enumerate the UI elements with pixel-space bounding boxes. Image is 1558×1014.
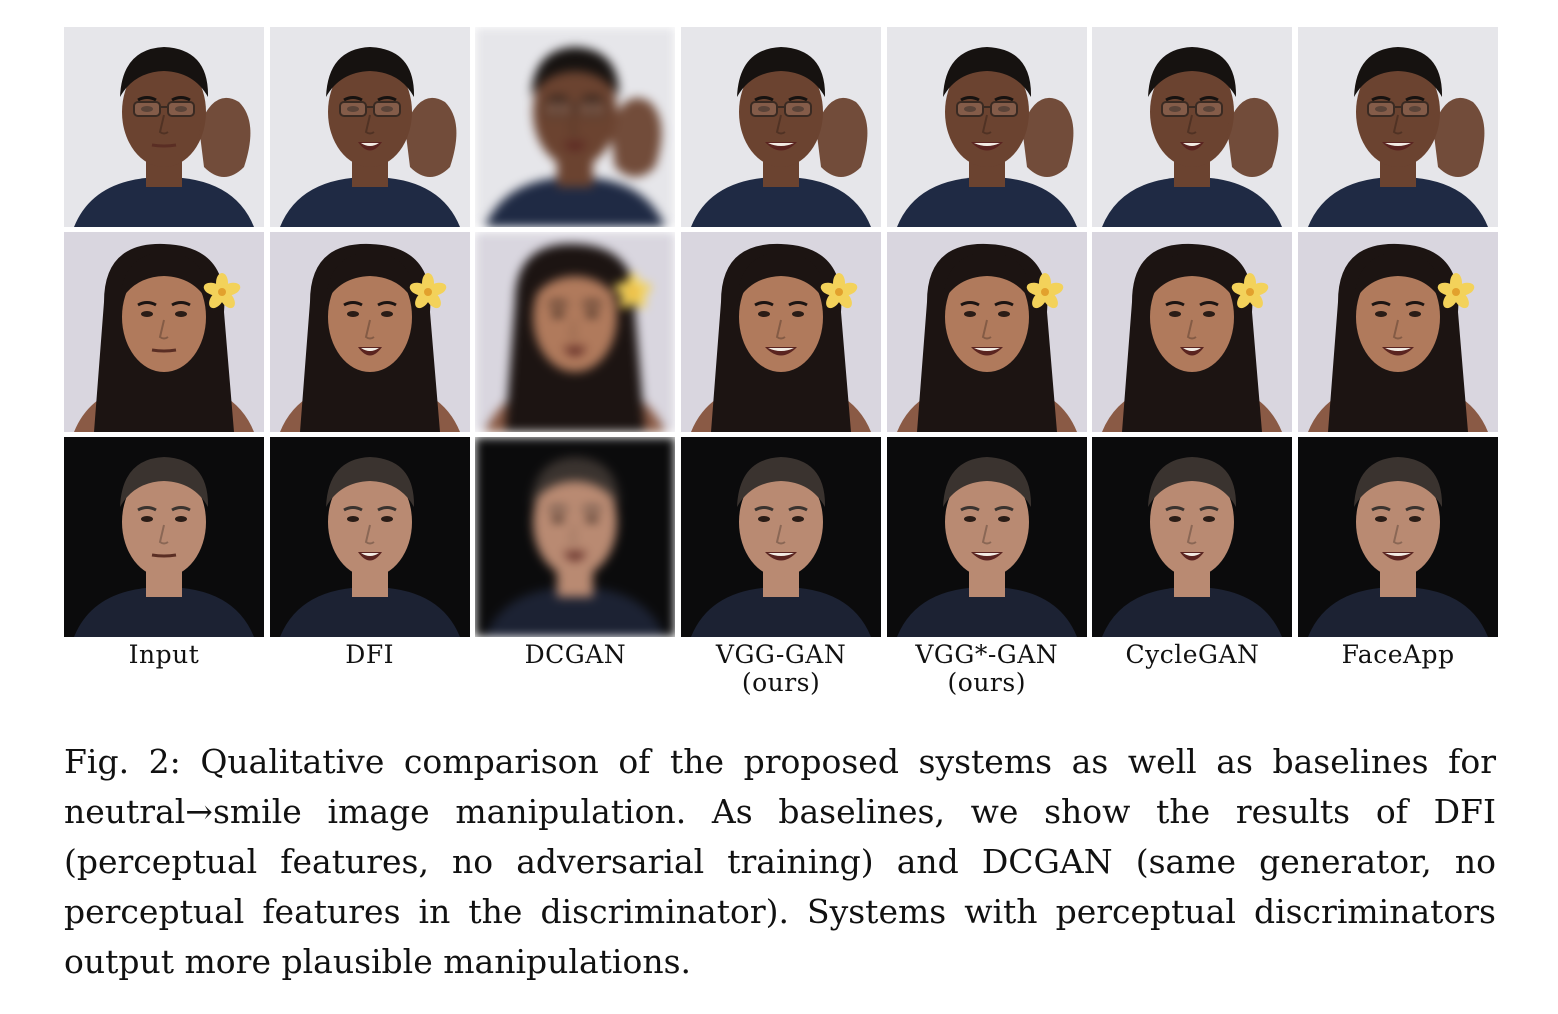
face-image [886,437,1087,637]
face-illustration [475,27,676,227]
face-illustration [886,437,1087,637]
face-image [64,232,264,432]
face-image [681,437,882,637]
column-label-faceapp: FaceApp [1341,640,1455,669]
face-illustration [681,232,882,432]
face-image [475,232,676,432]
figure-caption: Fig. 2: Qualitative comparison of the pr… [64,742,1496,981]
face-image [681,232,882,432]
column-label-cyclegan: CycleGAN [1125,640,1260,669]
face-image [1298,437,1499,637]
figure: Input DFI DCGAN VGG-GAN (ours) VGG*-GAN (o… [64,27,1499,697]
face-image [269,27,470,227]
face-image [475,437,676,637]
face-image [886,232,1087,432]
face-image [475,27,676,227]
face-illustration [269,27,470,227]
face-image [1298,232,1499,432]
face-illustration [886,27,1087,227]
face-illustration [1092,437,1293,637]
face-image [1298,27,1499,227]
face-illustration [681,437,882,637]
column-label-vgg-gan: VGG-GAN (ours) [715,640,847,697]
column-label-input: Input [128,640,200,669]
face-illustration [1092,232,1293,432]
face-grid [64,27,1499,637]
column-label-vgg-star-gan: VGG*-GAN (ours) [915,640,1059,697]
face-illustration [1092,27,1293,227]
face-image [269,437,470,637]
face-illustration [1298,27,1499,227]
column-label-dfi: DFI [345,640,395,669]
face-illustration [269,232,470,432]
face-illustration [681,27,882,227]
face-illustration [475,232,676,432]
face-illustration [475,437,676,637]
face-illustration [64,232,264,432]
column-labels: Input DFI DCGAN VGG-GAN (ours) VGG*-GAN (o… [64,641,1498,697]
face-image [681,27,882,227]
face-image [64,27,264,227]
column-label-dcgan: DCGAN [524,640,627,669]
face-image [886,27,1087,227]
face-illustration [64,27,264,227]
face-image [1092,437,1293,637]
face-illustration [269,437,470,637]
face-illustration [1298,232,1499,432]
face-illustration [886,232,1087,432]
face-image [64,437,264,637]
face-image [269,232,470,432]
face-image [1092,27,1293,227]
face-illustration [1298,437,1499,637]
face-illustration [64,437,264,637]
face-image [1092,232,1293,432]
